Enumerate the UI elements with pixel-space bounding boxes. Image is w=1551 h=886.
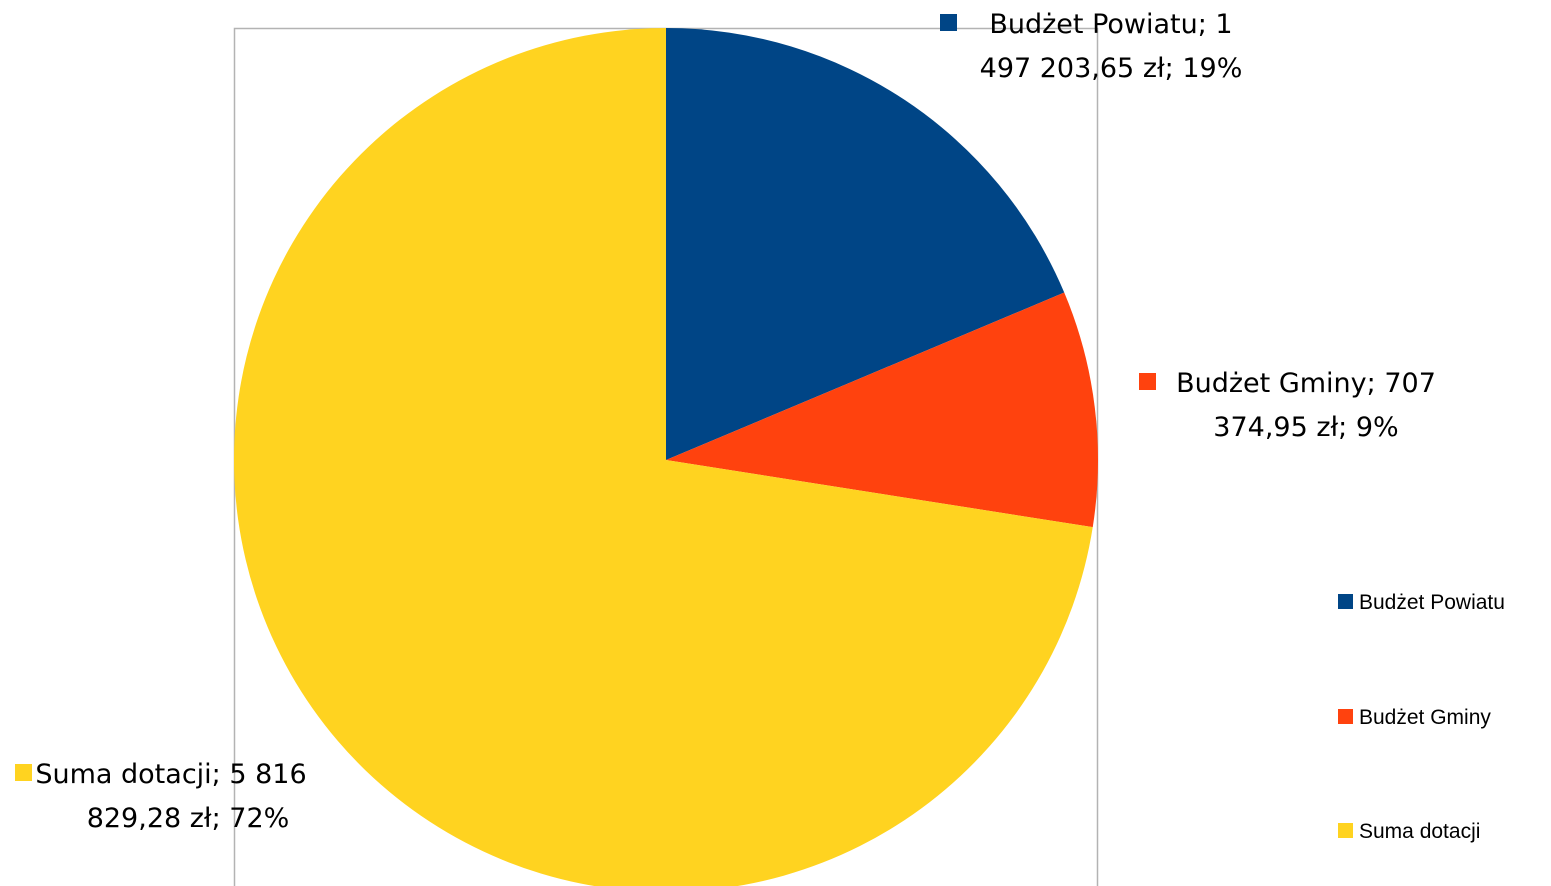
legend-swatch — [1338, 709, 1353, 724]
data-label-suma-dotacji: Suma dotacji; 5 816 829,28 zł; 72% — [15, 759, 307, 834]
pie-slice-1 — [666, 292, 1099, 528]
legend-label: Budżet Powiatu — [1359, 591, 1505, 614]
legend-label: Budżet Gminy — [1359, 706, 1491, 729]
data-label-line-1: Suma dotacji; 5 816 — [35, 759, 306, 790]
data-label-marker — [1139, 373, 1156, 390]
legend-swatch — [1338, 594, 1353, 609]
pie-slice-2 — [234, 28, 1093, 886]
data-label-line-2: 829,28 zł; 72% — [87, 803, 290, 834]
pie-slice-0 — [666, 28, 1065, 460]
data-label-marker — [15, 764, 32, 781]
legend-item-budzet-gminy: Budżet Gminy — [1338, 706, 1491, 729]
legend: Budżet Powiatu Budżet Gminy Suma dotacji — [1338, 591, 1505, 843]
data-label-budzet-gminy: Budżet Gminy; 707 374,95 zł; 9% — [1139, 368, 1436, 443]
legend-label: Suma dotacji — [1359, 820, 1480, 843]
legend-swatch — [1338, 823, 1353, 838]
data-label-marker — [940, 14, 957, 31]
data-label-budzet-powiatu: Budżet Powiatu; 1 497 203,65 zł; 19% — [940, 9, 1242, 84]
legend-item-suma-dotacji: Suma dotacji — [1338, 820, 1480, 843]
data-label-line-1: Budżet Powiatu; 1 — [989, 9, 1232, 40]
data-label-line-1: Budżet Gminy; 707 — [1176, 368, 1436, 399]
legend-item-budzet-powiatu: Budżet Powiatu — [1338, 591, 1505, 614]
data-label-line-2: 497 203,65 zł; 19% — [980, 53, 1243, 84]
pie-slices — [234, 28, 1099, 886]
data-label-line-2: 374,95 zł; 9% — [1213, 412, 1398, 443]
